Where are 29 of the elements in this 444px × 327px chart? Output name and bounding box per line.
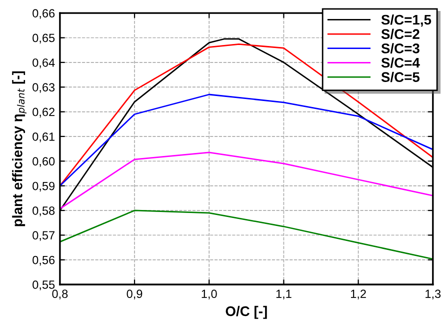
y-tick-label: 0,56: [32, 256, 55, 266]
x-axis-title: O/C [-]: [226, 306, 267, 319]
legend-label: S/C=3: [381, 43, 420, 54]
line-series: [60, 210, 433, 260]
y-tick-label: 0,57: [32, 231, 54, 241]
legend-label: S/C=2: [381, 28, 420, 40]
y-tick-label: 0,66: [32, 9, 55, 19]
line-series: [60, 94, 433, 186]
legend-label: S/C=5: [381, 72, 420, 82]
y-tick-label: 0,60: [32, 157, 55, 167]
y-tick-label: 0,58: [32, 206, 55, 216]
legend-label: S/C=4: [381, 57, 420, 68]
y-tick-label: 0,65: [32, 34, 55, 44]
y-tick-label: 0,63: [32, 83, 55, 93]
y-tick-label: 0,61: [32, 132, 55, 142]
legend-label: S/C=1,5: [381, 14, 432, 27]
y-tick-label: 0,59: [32, 182, 55, 192]
y-tick-label: 0,55: [32, 280, 55, 290]
x-tick-label: 0,8: [52, 290, 68, 300]
line-series: [60, 43, 433, 186]
x-tick-label: 1,2: [351, 290, 366, 300]
x-tick-label: 1,0: [202, 290, 217, 300]
y-axis-title: plant efficiency η$_{plant}$ [-]: [12, 71, 26, 226]
x-tick-label: 0,9: [126, 290, 142, 300]
y-tick-label: 0,62: [32, 108, 54, 118]
x-tick-label: 1,1: [276, 290, 292, 300]
y-tick-label: 0,64: [32, 58, 55, 68]
line-series: [60, 152, 433, 210]
x-tick-label: 1,3: [426, 290, 441, 300]
